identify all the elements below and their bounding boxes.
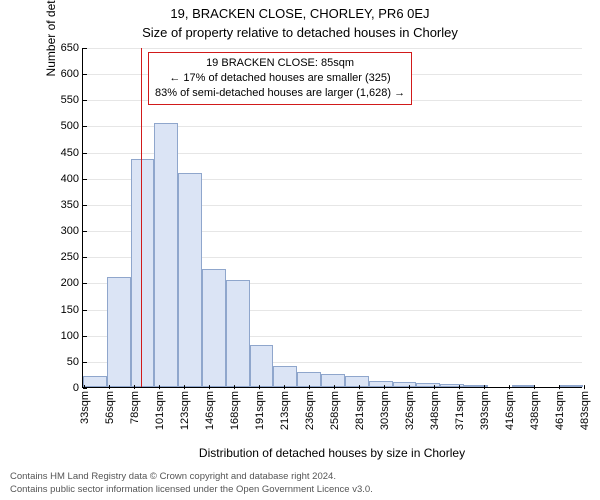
x-tick-label: 101sqm <box>154 387 166 430</box>
histogram-bar <box>202 269 226 387</box>
y-tick-label: 50 <box>49 356 83 368</box>
footer-attribution: Contains HM Land Registry data © Crown c… <box>10 471 590 496</box>
histogram-bar <box>226 280 250 387</box>
page-subtitle: Size of property relative to detached ho… <box>0 21 600 40</box>
info-line-1: 19 BRACKEN CLOSE: 85sqm <box>155 56 405 71</box>
x-axis-label: Distribution of detached houses by size … <box>82 446 582 460</box>
histogram-bar <box>345 376 369 388</box>
y-tick-label: 550 <box>49 94 83 106</box>
x-tick-label: 33sqm <box>79 387 91 424</box>
info-line-3: 83% of semi-detached houses are larger (… <box>155 86 405 101</box>
histogram-bar <box>83 376 107 388</box>
marker-line <box>141 48 142 387</box>
y-tick-label: 450 <box>49 147 83 159</box>
x-tick-label: 371sqm <box>454 387 466 430</box>
y-tick-label: 600 <box>49 68 83 80</box>
footer-line-2: Contains public sector information licen… <box>10 484 590 496</box>
x-tick-label: 213sqm <box>279 387 291 430</box>
y-tick-label: 200 <box>49 277 83 289</box>
histogram-bar <box>107 277 131 387</box>
x-tick-label: 438sqm <box>529 387 541 430</box>
x-tick-label: 146sqm <box>204 387 216 430</box>
x-tick-label: 326sqm <box>404 387 416 430</box>
info-line-2: ← 17% of detached houses are smaller (32… <box>155 71 405 86</box>
marker-info-box: 19 BRACKEN CLOSE: 85sqm ← 17% of detache… <box>148 52 412 105</box>
x-tick-label: 168sqm <box>229 387 241 430</box>
x-tick-label: 483sqm <box>579 387 591 430</box>
histogram-bar <box>154 123 178 387</box>
y-tick-label: 650 <box>49 42 83 54</box>
x-tick-label: 348sqm <box>429 387 441 430</box>
x-tick-label: 393sqm <box>479 387 491 430</box>
y-tick-label: 100 <box>49 330 83 342</box>
y-tick-label: 0 <box>49 382 83 394</box>
histogram-bar <box>178 173 202 387</box>
x-tick-label: 258sqm <box>329 387 341 430</box>
gridline-h <box>83 48 582 49</box>
x-tick-label: 78sqm <box>129 387 141 424</box>
x-tick-label: 56sqm <box>104 387 116 424</box>
histogram-bar <box>321 374 345 387</box>
x-tick-label: 123sqm <box>179 387 191 430</box>
x-tick-label: 303sqm <box>379 387 391 430</box>
histogram-bar <box>250 345 274 387</box>
x-tick-label: 461sqm <box>554 387 566 430</box>
histogram-chart: Number of detached properties 19 BRACKEN… <box>46 48 586 418</box>
y-tick-label: 300 <box>49 225 83 237</box>
y-tick-label: 500 <box>49 120 83 132</box>
page-address-title: 19, BRACKEN CLOSE, CHORLEY, PR6 0EJ <box>0 0 600 21</box>
plot-area: 19 BRACKEN CLOSE: 85sqm ← 17% of detache… <box>82 48 582 388</box>
x-tick-label: 281sqm <box>354 387 366 430</box>
x-tick-label: 416sqm <box>504 387 516 430</box>
footer-line-1: Contains HM Land Registry data © Crown c… <box>10 471 590 483</box>
histogram-bar <box>273 366 297 387</box>
y-tick-label: 150 <box>49 304 83 316</box>
histogram-bar <box>131 159 155 387</box>
x-tick-label: 191sqm <box>254 387 266 430</box>
x-tick-label: 236sqm <box>304 387 316 430</box>
y-tick-label: 400 <box>49 173 83 185</box>
y-tick-label: 350 <box>49 199 83 211</box>
y-tick-label: 250 <box>49 251 83 263</box>
